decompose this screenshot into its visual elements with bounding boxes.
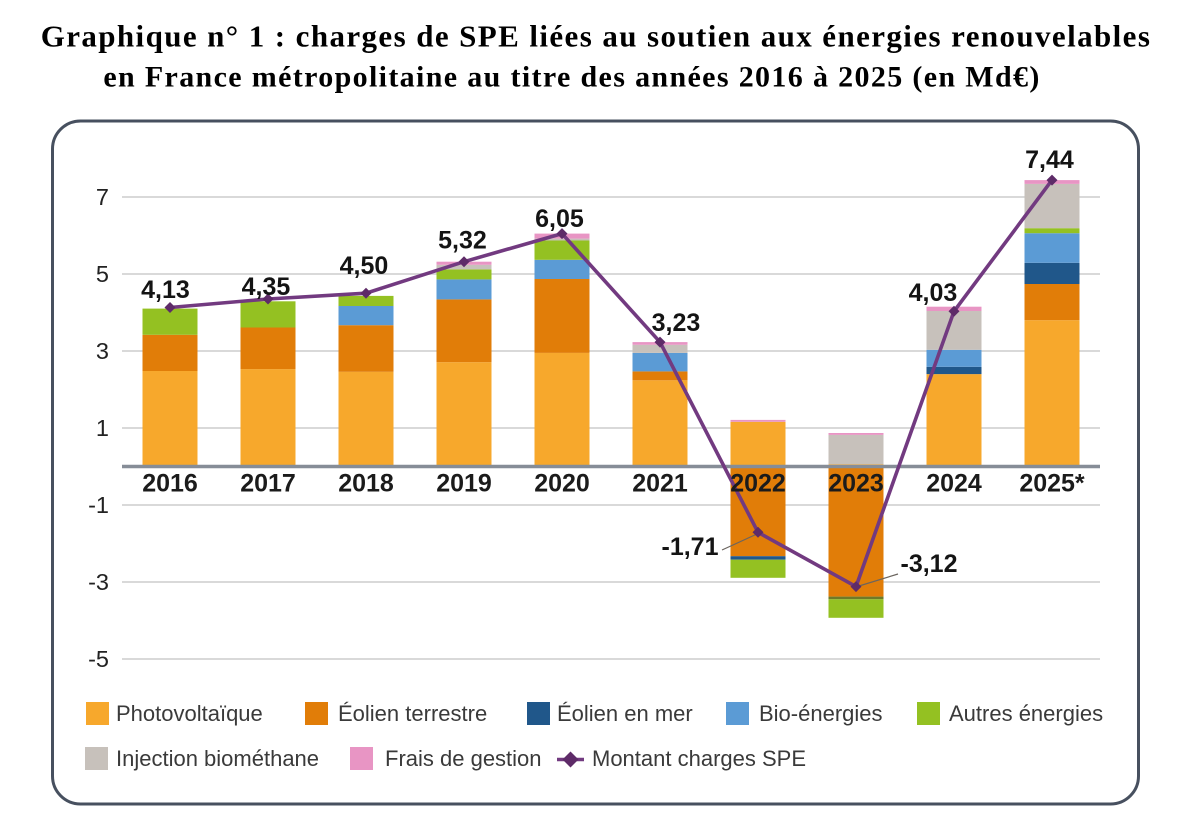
svg-text:Bio-énergies: Bio-énergies — [759, 701, 883, 726]
svg-text:3,23: 3,23 — [652, 309, 701, 337]
svg-text:7,44: 7,44 — [1025, 146, 1074, 174]
svg-text:-1: -1 — [88, 492, 109, 518]
svg-text:2020: 2020 — [534, 470, 590, 498]
svg-text:-3,12: -3,12 — [901, 550, 958, 578]
svg-text:Éolien terrestre: Éolien terrestre — [338, 701, 487, 726]
svg-text:2025*: 2025* — [1019, 470, 1085, 498]
svg-text:Injection biométhane: Injection biométhane — [116, 746, 319, 771]
svg-text:5: 5 — [96, 261, 109, 287]
svg-text:2024: 2024 — [926, 470, 982, 498]
svg-text:4,13: 4,13 — [141, 276, 190, 304]
svg-text:en France métropolitaine au ti: en France métropolitaine au titre des an… — [103, 61, 1040, 94]
svg-text:-3: -3 — [88, 569, 109, 595]
svg-text:2018: 2018 — [338, 470, 394, 498]
svg-text:2016: 2016 — [142, 470, 198, 498]
svg-text:-5: -5 — [88, 646, 109, 672]
svg-text:Graphique n° 1 : charges de SP: Graphique n° 1 : charges de SPE liées au… — [41, 19, 1152, 54]
svg-text:4,03: 4,03 — [909, 279, 958, 307]
svg-text:Frais de gestion: Frais de gestion — [385, 746, 542, 771]
svg-text:4,50: 4,50 — [340, 252, 389, 280]
svg-text:2017: 2017 — [240, 470, 296, 498]
svg-text:2019: 2019 — [436, 470, 492, 498]
svg-text:Éolien en mer: Éolien en mer — [557, 701, 693, 726]
svg-text:2022: 2022 — [730, 470, 786, 498]
svg-text:-1,71: -1,71 — [662, 533, 719, 561]
svg-text:Montant charges SPE: Montant charges SPE — [592, 746, 806, 771]
svg-text:7: 7 — [96, 184, 109, 210]
svg-text:5,32: 5,32 — [438, 227, 487, 255]
svg-text:Photovoltaïque: Photovoltaïque — [116, 701, 263, 726]
svg-text:6,05: 6,05 — [535, 205, 584, 233]
svg-text:3: 3 — [96, 338, 109, 364]
svg-text:Autres énergies: Autres énergies — [949, 701, 1103, 726]
svg-text:2021: 2021 — [632, 470, 688, 498]
svg-text:2023: 2023 — [828, 470, 884, 498]
svg-text:4,35: 4,35 — [242, 273, 291, 301]
svg-text:1: 1 — [96, 415, 109, 441]
